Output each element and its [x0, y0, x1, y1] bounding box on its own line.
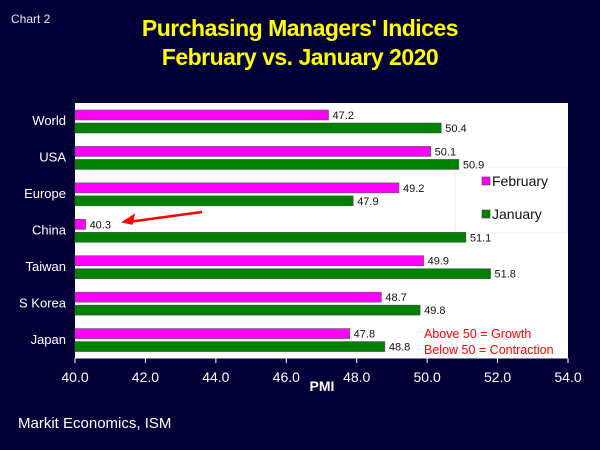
category-label: Europe [24, 186, 66, 201]
legend-swatch-january [481, 209, 491, 219]
x-tick-label: 54.0 [554, 369, 581, 385]
category-label: World [32, 113, 66, 128]
x-tick-label: 40.0 [61, 369, 88, 385]
data-label: 47.9 [357, 196, 378, 208]
legend-label-february: February [492, 173, 548, 189]
bar-february [74, 182, 400, 194]
category-label: USA [39, 150, 66, 165]
category-label: Japan [31, 332, 66, 347]
data-label: 49.8 [424, 305, 445, 317]
bar-january [74, 304, 421, 316]
x-tick-label: 46.0 [273, 369, 300, 385]
bar-february [74, 328, 350, 339]
category-label: S Korea [19, 295, 67, 310]
bar-january [74, 122, 442, 134]
bar-january [74, 195, 354, 207]
bar-january [74, 231, 467, 243]
data-label: 50.4 [445, 123, 466, 135]
x-tick-label: 50.0 [414, 369, 441, 385]
x-tick-label: 42.0 [132, 369, 159, 385]
bar-january [74, 341, 386, 352]
data-label: 51.1 [470, 232, 491, 244]
chart-title-line-1: Purchasing Managers' Indices [141, 15, 459, 41]
data-label: 51.8 [495, 269, 516, 281]
data-label: 49.2 [403, 183, 424, 195]
bar-february [74, 109, 329, 121]
arrow-shaft [127, 210, 203, 224]
legend-label-january: January [492, 206, 542, 222]
bar-february [74, 291, 382, 303]
slide-label: Chart 2 [11, 12, 51, 26]
bar-january [74, 268, 491, 280]
data-label: 47.8 [354, 329, 375, 341]
bar-january [74, 159, 460, 170]
legend-swatch-february [481, 176, 491, 186]
x-tick-label: 52.0 [484, 369, 511, 385]
bar-february [74, 255, 424, 267]
x-tick-label: 44.0 [202, 369, 229, 385]
x-axis-title: PMI [310, 378, 335, 394]
legend-box [454, 166, 568, 234]
bar-february [74, 146, 431, 157]
data-label: 48.8 [389, 342, 410, 354]
bar-february [74, 218, 86, 230]
data-label: 47.2 [333, 110, 354, 122]
category-label: Taiwan [26, 259, 66, 274]
data-label: 50.1 [435, 146, 456, 158]
chart-title: Purchasing Managers' Indices February vs… [0, 14, 600, 72]
chart-title-line-2: February vs. January 2020 [161, 44, 439, 70]
data-label: 48.7 [385, 292, 406, 304]
x-tick-label: 48.0 [343, 369, 370, 385]
annotation-text: Above 50 = Growth [424, 327, 531, 341]
source-note: Markit Economics, ISM [18, 415, 172, 432]
data-label: 49.9 [428, 256, 449, 268]
data-label: 40.3 [90, 219, 111, 231]
data-label: 50.9 [463, 159, 484, 171]
category-label: China [32, 223, 67, 238]
arrow-head-icon [121, 213, 136, 225]
annotation-text: Below 50 = Contraction [424, 343, 554, 357]
